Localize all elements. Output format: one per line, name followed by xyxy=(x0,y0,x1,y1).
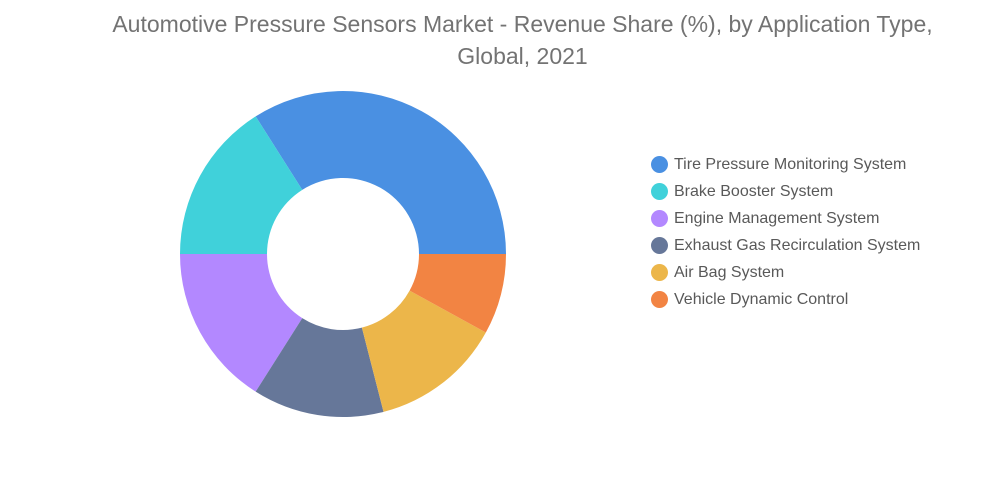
donut-slice[interactable] xyxy=(361,290,486,412)
legend-item[interactable]: Air Bag System xyxy=(651,262,931,284)
legend-swatch xyxy=(651,264,668,281)
donut-slice[interactable] xyxy=(255,90,506,254)
legend-item[interactable]: Exhaust Gas Recirculation System xyxy=(651,235,931,257)
legend-item[interactable]: Engine Management System xyxy=(651,208,931,230)
legend-swatch xyxy=(651,291,668,308)
legend-item[interactable]: Vehicle Dynamic Control xyxy=(651,289,931,311)
donut-slice[interactable] xyxy=(255,318,384,417)
legend-label: Brake Booster System xyxy=(674,183,834,200)
legend-item[interactable]: Brake Booster System xyxy=(651,181,931,203)
legend-swatch xyxy=(651,183,668,200)
legend-label: Engine Management System xyxy=(674,210,880,227)
chart-legend: Tire Pressure Monitoring System Brake Bo… xyxy=(651,154,931,316)
donut-slice[interactable] xyxy=(409,254,506,333)
legend-swatch xyxy=(651,156,668,173)
legend-item[interactable]: Tire Pressure Monitoring System xyxy=(651,154,931,176)
donut-slice[interactable] xyxy=(180,254,303,392)
chart-title: Automotive Pressure Sensors Market - Rev… xyxy=(112,11,933,69)
legend-label: Vehicle Dynamic Control xyxy=(674,291,849,308)
legend-label: Exhaust Gas Recirculation System xyxy=(674,237,921,254)
legend-swatch xyxy=(651,210,668,227)
donut-slice[interactable] xyxy=(180,116,303,255)
legend-label: Tire Pressure Monitoring System xyxy=(674,156,907,173)
legend-swatch xyxy=(651,237,668,254)
legend-label: Air Bag System xyxy=(674,264,785,281)
